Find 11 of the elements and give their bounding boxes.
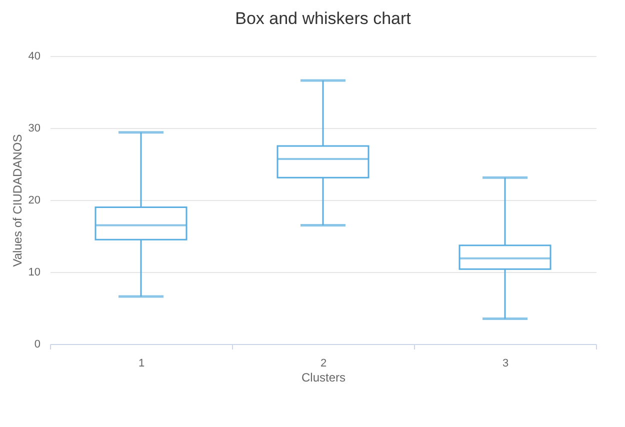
y-tick-label: 30 — [28, 122, 40, 134]
y-tick-label: 10 — [28, 266, 40, 278]
chart-title: Box and whiskers chart — [235, 9, 412, 28]
y-tick-label: 20 — [28, 194, 40, 206]
x-tick-label: 1 — [138, 358, 145, 370]
y-tick-label: 0 — [34, 338, 40, 350]
x-tick-label: 2 — [320, 358, 327, 370]
x-axis-title: Clusters — [301, 370, 346, 384]
y-tick-label: 40 — [28, 50, 40, 62]
x-tick-label: 3 — [502, 358, 509, 370]
y-axis-title: Values of CIUDADANOS — [10, 134, 24, 267]
